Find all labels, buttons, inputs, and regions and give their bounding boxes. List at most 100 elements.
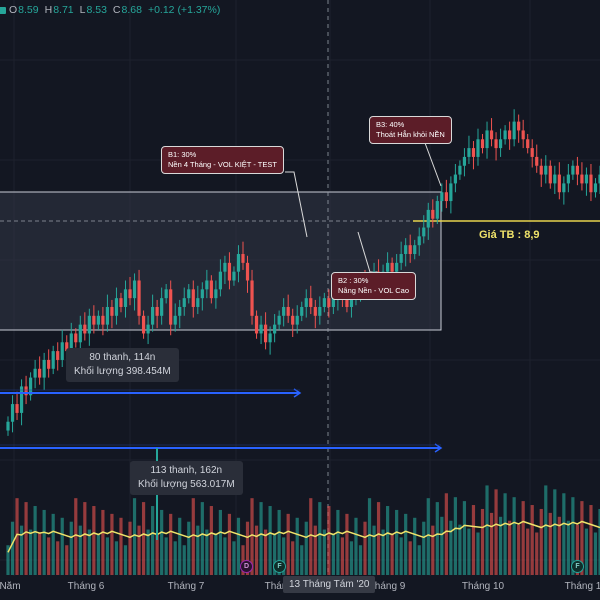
candle-body — [83, 324, 87, 334]
candle-body — [313, 306, 317, 316]
candle-body — [187, 289, 191, 299]
close-label: C — [112, 4, 121, 16]
candle-body — [417, 236, 421, 246]
candle-body — [440, 192, 444, 202]
volume-bar — [598, 508, 600, 575]
volume-bar — [453, 497, 457, 575]
volume-bar — [259, 502, 263, 575]
volume-bar — [562, 493, 566, 575]
volume-bar — [263, 529, 268, 575]
volume-bar — [376, 502, 381, 575]
financials-marker-icon[interactable]: F — [571, 560, 584, 573]
volume-bar — [69, 521, 73, 575]
volume-bar — [422, 521, 426, 575]
candle-body — [65, 342, 69, 352]
volume-bar — [10, 521, 15, 575]
volume-bar — [151, 506, 155, 575]
candle-body — [349, 298, 354, 307]
candle-body — [390, 262, 394, 272]
volume-bar — [141, 502, 146, 575]
dividend-marker-icon[interactable]: D — [240, 560, 253, 573]
callout-b2[interactable]: B2 : 30% Nâng Nền - VOL Cao — [331, 272, 417, 300]
volume-bar — [223, 537, 227, 575]
ohlc-legend: O 8.59 H 8.71 L 8.53 C 8.68 +0.12 (+1.37%) — [0, 2, 226, 18]
callout-b1[interactable]: B1: 30% Nền 4 Tháng - VOL KIỆT - TEST — [161, 146, 284, 174]
low-label: L — [79, 4, 86, 16]
candle-body — [485, 130, 489, 149]
volume-bar — [214, 533, 218, 575]
candle-body — [494, 139, 498, 149]
volume-bar — [489, 512, 494, 575]
candle-body — [205, 280, 209, 290]
volume-bar — [227, 513, 232, 575]
x-axis-label: Tháng 10 — [461, 581, 505, 592]
volume-bar — [273, 533, 277, 575]
candle-body — [69, 333, 73, 352]
candle-body — [318, 306, 322, 316]
volume-bar — [349, 541, 354, 575]
volume-bar — [200, 502, 204, 575]
x-axis-label: Năm — [0, 581, 21, 592]
candle-body — [155, 306, 159, 316]
volume-bar — [155, 533, 159, 575]
volume-bar — [367, 498, 372, 575]
volume-bar — [476, 532, 480, 575]
range-measure-1[interactable] — [0, 388, 302, 398]
volume-bar — [340, 537, 345, 575]
candle-body — [151, 306, 155, 325]
volume-bar — [390, 533, 394, 575]
volume-bar — [28, 529, 33, 575]
open-label: O — [9, 4, 18, 16]
candle-body — [209, 280, 213, 299]
candle-body — [422, 227, 426, 237]
volume-bar — [15, 498, 19, 575]
candle-body — [444, 192, 448, 202]
range-measure-2[interactable] — [0, 443, 443, 453]
candle-body — [223, 262, 227, 272]
candle-body — [51, 351, 55, 369]
volume-bar — [295, 517, 299, 575]
low-value: 8.53 — [86, 4, 107, 16]
candle-body — [56, 351, 60, 360]
volume-bar — [408, 541, 412, 575]
volume-bar — [236, 517, 241, 575]
volume-bar — [51, 513, 55, 575]
candle-body — [164, 289, 168, 299]
callout-b3-text: Thoát Hẳn khỏi NỀN — [376, 130, 445, 139]
volume-bar — [331, 533, 335, 575]
volume-bar — [548, 512, 552, 575]
candle-body — [259, 324, 263, 334]
candle-body — [273, 324, 277, 334]
candle-body — [60, 342, 64, 360]
volume-bar — [444, 493, 448, 575]
candle-body — [47, 359, 51, 369]
candle-body — [327, 298, 331, 307]
volume-bar — [512, 497, 516, 575]
candle-body — [517, 121, 521, 131]
volume-bar — [530, 505, 534, 575]
candle-body — [503, 130, 507, 140]
volume-bar — [593, 532, 598, 575]
candle-body — [331, 298, 335, 307]
high-value: 8.71 — [53, 4, 74, 16]
volume-bar — [584, 528, 589, 575]
callout-b3[interactable]: B3: 40% Thoát Hẳn khỏi NỀN — [369, 116, 452, 144]
candle-body — [92, 315, 96, 325]
candle-body — [42, 359, 46, 378]
x-axis-label: Tháng 9 — [368, 581, 406, 592]
volume-bar — [245, 521, 250, 575]
candle-body — [196, 298, 200, 307]
volume-moving-average-line — [7, 520, 600, 553]
candle-body — [200, 289, 204, 299]
volume-bar — [358, 545, 363, 575]
volume-bar — [566, 520, 570, 575]
volume-bar — [304, 521, 308, 575]
candle-body — [462, 156, 467, 166]
candle-body — [236, 254, 241, 272]
candle-body — [38, 368, 42, 378]
financials-marker-icon[interactable]: F — [273, 560, 286, 573]
candle-body — [232, 271, 236, 281]
candle-body — [101, 315, 105, 325]
